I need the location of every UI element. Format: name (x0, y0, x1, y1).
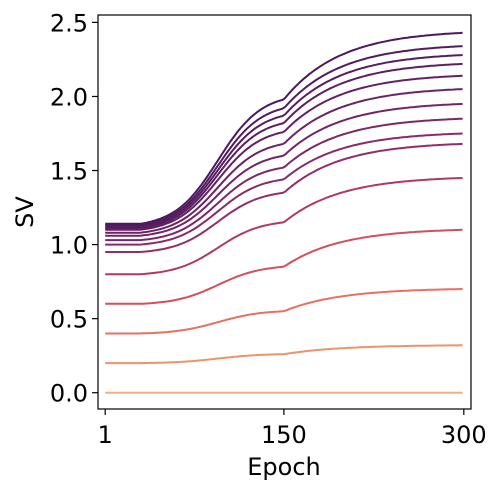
series-line-10 (105, 142, 463, 253)
series-line-4 (105, 62, 463, 230)
series-line-7 (105, 102, 463, 237)
y-tick-label: 0.5 (50, 306, 88, 334)
series-line-2 (105, 45, 463, 227)
series-lines (105, 31, 463, 394)
series-line-1 (105, 31, 463, 225)
series-line-14 (105, 344, 463, 365)
x-axis-ticks: 1 150 300 (98, 409, 487, 449)
y-tick-label: 0.0 (50, 380, 88, 408)
series-line-12 (105, 228, 463, 305)
x-tick-label: 1 (98, 421, 113, 449)
plot-frame (97, 14, 472, 410)
x-axis-label: Epoch (247, 453, 321, 481)
series-line-5 (105, 74, 463, 231)
x-tick-label: 150 (261, 421, 307, 449)
y-tick-label: 2.5 (50, 9, 88, 37)
series-line-13 (105, 288, 463, 335)
y-axis-label: SV (11, 196, 39, 228)
y-tick-label: 1.0 (50, 232, 88, 260)
y-tick-label: 2.0 (50, 83, 88, 111)
series-line-6 (105, 88, 463, 234)
series-line-11 (105, 177, 463, 276)
y-axis-ticks: 0.0 0.5 1.0 1.5 2.0 2.5 (50, 9, 98, 408)
y-tick-label: 1.5 (50, 158, 88, 186)
series-line-3 (105, 54, 463, 228)
series-line-8 (105, 117, 463, 242)
series-line-9 (105, 132, 463, 246)
x-tick-label: 300 (441, 421, 487, 449)
